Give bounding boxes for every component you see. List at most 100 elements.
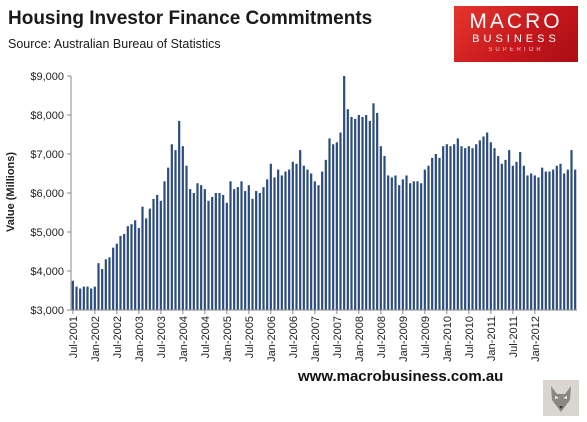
logo-text-superior: SUPERIOR <box>488 47 544 53</box>
bar <box>211 196 214 310</box>
x-tick-label: Jan-2005 <box>222 316 234 362</box>
bar <box>365 115 368 310</box>
bar <box>332 144 335 310</box>
x-tick-label: Jan-2011 <box>486 316 498 361</box>
y-axis-ticks: $3,000 $4,000 $5,000 $6,000 $7,000 $8,000 $9,0… <box>30 71 71 317</box>
bar <box>500 163 503 310</box>
bar <box>75 286 78 310</box>
bar <box>464 148 467 310</box>
x-tick-label: Jan-2004 <box>178 316 190 362</box>
logo-text-business: BUSINESS <box>472 33 560 45</box>
bar <box>101 269 104 310</box>
bar <box>170 144 173 310</box>
bar <box>255 191 258 310</box>
bar <box>152 198 155 310</box>
bar <box>343 76 346 310</box>
bar <box>431 157 434 310</box>
bar <box>478 140 481 310</box>
x-tick-label: Jul-2009 <box>420 316 432 358</box>
bar <box>178 120 181 310</box>
bar <box>90 288 93 310</box>
bar <box>181 146 184 310</box>
bar <box>233 189 236 310</box>
bar <box>185 165 188 310</box>
bar <box>159 200 162 310</box>
bar <box>438 157 441 310</box>
bar <box>229 181 232 310</box>
bar <box>214 193 217 310</box>
bar <box>313 181 316 310</box>
bar <box>262 187 265 310</box>
x-tick-label: Jan-2009 <box>398 316 410 362</box>
bar <box>174 150 177 310</box>
bar <box>383 155 386 310</box>
bar <box>108 257 111 310</box>
x-tick-label: Jan-2006 <box>266 316 278 362</box>
footer-url[interactable]: www.macrobusiness.com.au <box>298 368 504 385</box>
bar <box>405 175 408 310</box>
bar <box>71 280 74 310</box>
bar <box>449 146 452 310</box>
bar <box>79 288 82 310</box>
bar <box>387 175 390 310</box>
bar <box>115 243 118 310</box>
bar <box>218 193 221 310</box>
bar <box>126 226 129 310</box>
bar <box>442 146 445 310</box>
x-tick-label: Jul-2004 <box>200 316 212 358</box>
x-tick-label: Jan-2008 <box>354 316 366 362</box>
bar <box>544 171 547 310</box>
bar <box>555 165 558 310</box>
bar <box>530 173 533 310</box>
x-tick-label: Jan-2010 <box>442 316 454 362</box>
bar <box>247 185 250 310</box>
bar <box>93 286 96 310</box>
bar <box>288 169 291 310</box>
bar <box>203 189 206 310</box>
bar <box>119 235 122 310</box>
bar <box>511 165 514 310</box>
chart-source: Source: Australian Bureau of Statistics <box>8 37 221 51</box>
x-tick-label: Jan-2007 <box>310 316 322 362</box>
bar <box>508 150 511 310</box>
bar <box>537 177 540 310</box>
bar <box>273 177 276 310</box>
bar <box>200 185 203 310</box>
bar <box>552 169 555 310</box>
bar <box>141 206 144 310</box>
bar <box>434 154 437 310</box>
y-tick-label: $3,000 <box>30 305 64 317</box>
x-tick-label: Jul-2005 <box>244 316 256 358</box>
chart-title: Housing Investor Finance Commitments <box>8 8 373 29</box>
bar <box>130 224 133 310</box>
bar <box>566 169 569 310</box>
bar <box>541 167 544 310</box>
x-tick-label: Jan-2012 <box>530 316 542 362</box>
bar <box>295 163 298 310</box>
bar <box>104 259 107 310</box>
bar <box>497 155 500 310</box>
macrobusiness-logo: MACRO BUSINESS SUPERIOR <box>454 6 578 62</box>
bar <box>482 136 485 310</box>
bar <box>222 194 225 310</box>
bar <box>299 150 302 310</box>
y-tick-label: $8,000 <box>30 110 64 122</box>
bar <box>548 171 551 310</box>
x-tick-label: Jul-2003 <box>156 316 168 358</box>
y-tick-label: $7,000 <box>30 149 64 161</box>
bar <box>427 165 430 310</box>
bar <box>317 185 320 310</box>
bar <box>423 169 426 310</box>
bar <box>240 181 243 310</box>
bar <box>354 118 357 311</box>
bar <box>493 148 496 310</box>
bar <box>486 132 489 310</box>
bar <box>335 142 338 310</box>
bar <box>284 171 287 310</box>
bar <box>112 247 115 310</box>
x-tick-label: Jul-2010 <box>464 316 476 358</box>
bar <box>167 167 170 310</box>
bar <box>526 175 529 310</box>
bar <box>86 286 89 310</box>
